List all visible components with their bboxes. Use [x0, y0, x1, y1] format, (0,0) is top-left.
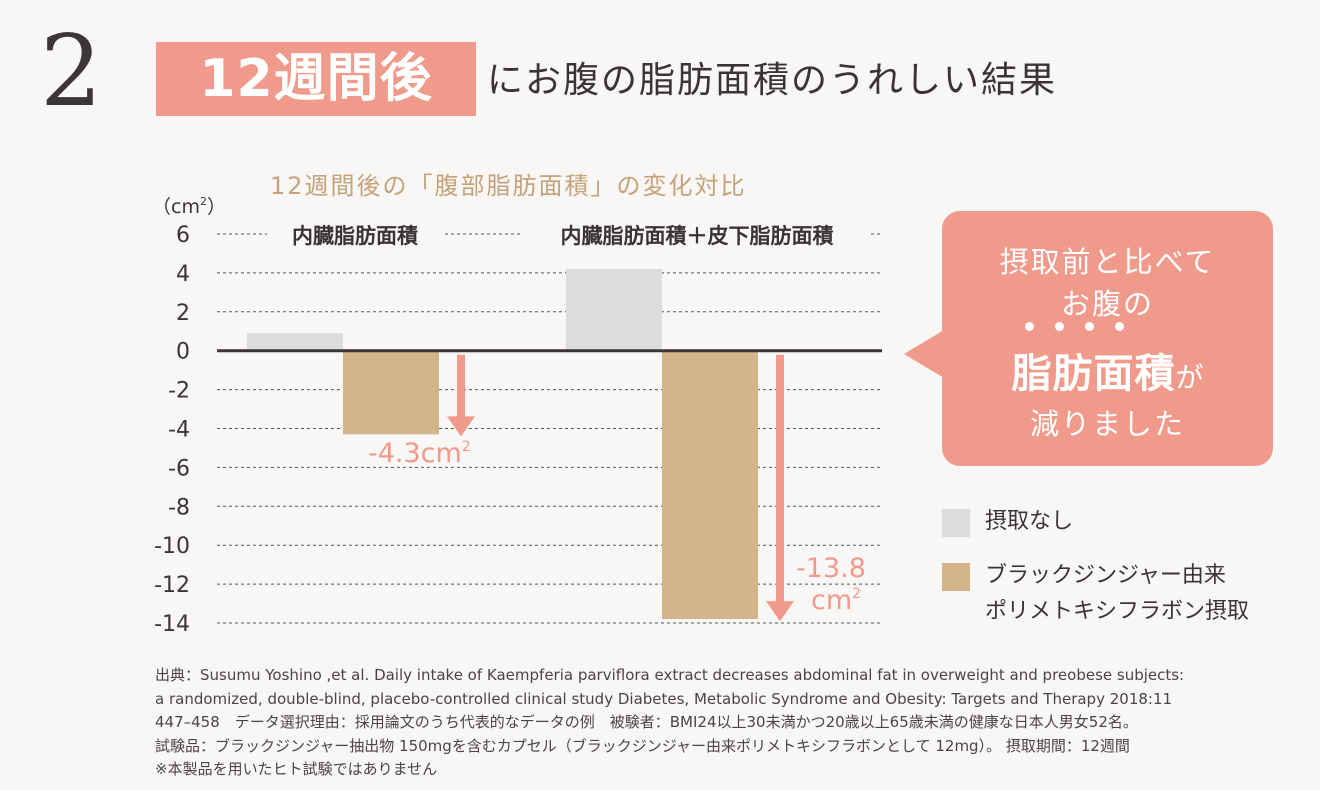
y-tick-label: -4 — [168, 418, 190, 443]
bar-control — [566, 269, 662, 351]
y-tick-label: -10 — [154, 534, 190, 559]
category-label: 内臓脂肪面積＋皮下脂肪面積 — [561, 224, 835, 248]
legend-label-control: 摂取なし — [985, 509, 1074, 534]
callout-emphasis: 脂肪面積 — [1011, 351, 1176, 397]
category-label-bg — [523, 218, 871, 248]
category-label-bg — [267, 218, 443, 248]
y-axis-label: （cm2） — [152, 195, 226, 218]
legend-swatch-treatment — [942, 563, 970, 591]
value-label-unit: cm2 — [811, 585, 861, 616]
y-tick-label: -14 — [154, 612, 190, 637]
legend-label-treatment-line-1: ブラックジンジャー由来 — [985, 563, 1226, 588]
source-citation: 出典：Susumu Yoshino ,et al. Daily intake o… — [155, 664, 1295, 782]
y-tick-label: -2 — [168, 379, 190, 404]
chart-title: 12週間後の「腹部脂肪面積」の変化対比 — [270, 172, 747, 200]
emphasis-dots — [1025, 322, 1125, 334]
bar-treatment — [343, 350, 439, 435]
callout-particle: が — [1175, 361, 1204, 394]
legend-swatch-control — [942, 509, 970, 537]
source-line: 出典：Susumu Yoshino ,et al. Daily intake o… — [155, 666, 1185, 684]
decrease-arrow-head — [447, 416, 475, 437]
callout-box: 摂取前と比べて お腹の 脂肪面積が 減りました — [942, 211, 1273, 466]
legend-label-treatment-line-2: ポリメトキシフラボン摂取 — [985, 599, 1250, 624]
bar-treatment — [662, 350, 758, 620]
y-tick-label: -8 — [168, 495, 190, 520]
callout-line-4: 減りました — [1029, 407, 1185, 441]
y-tick-label: 2 — [176, 301, 190, 326]
title-badge: 12週間後 — [156, 42, 476, 116]
y-tick-label: 0 — [176, 340, 190, 365]
value-label: -13.8 — [796, 553, 866, 584]
source-line: ※本製品を用いたヒト試験ではありません — [155, 760, 438, 778]
step-number: 2 — [40, 15, 103, 129]
bar-control — [247, 333, 343, 351]
y-tick-label: 4 — [176, 262, 190, 287]
callout-line-1: 摂取前と比べて — [999, 245, 1216, 279]
source-line: a randomized, double-blind, placebo-cont… — [155, 689, 1173, 708]
y-tick-label: -6 — [168, 456, 190, 481]
callout-line-3: 脂肪面積が — [942, 341, 1273, 399]
category-label: 内臓脂肪面積 — [292, 224, 419, 248]
title-text: にお腹の脂肪面積のうれしい結果 — [487, 60, 1058, 101]
y-tick-label: -12 — [154, 573, 190, 598]
value-label: -4.3cm2 — [368, 438, 471, 469]
y-tick-label: 6 — [176, 223, 190, 248]
source-line: 447–458 データ選択理由：採用論文のうち代表的なデータの例 被験者：BMI… — [155, 713, 1138, 731]
decrease-arrow-head — [766, 601, 794, 622]
source-line: 試験品：ブラックジンジャー抽出物 150mgを含むカプセル（ブラックジンジャー由… — [155, 736, 1130, 755]
callout-line-2: お腹の — [1060, 287, 1154, 321]
callout-tail — [904, 330, 944, 378]
